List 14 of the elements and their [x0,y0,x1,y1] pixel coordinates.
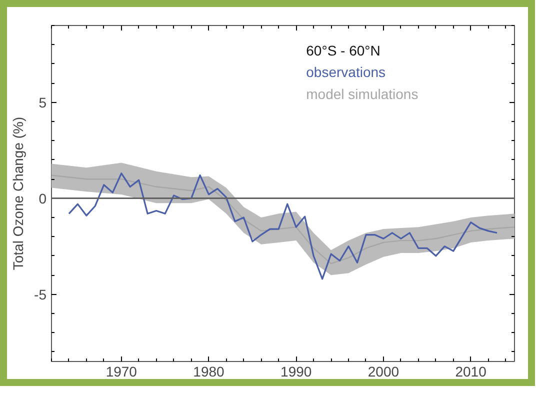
x-tick-label: 1970 [106,364,138,380]
y-tick-label: -5 [34,286,47,302]
text: observations [306,64,386,80]
x-tick-label: 1990 [280,364,312,380]
line-series [52,174,514,264]
y-tick-label: 5 [38,94,47,110]
x-tick-label: 2000 [368,364,400,380]
x-tick-label: 2010 [455,364,487,380]
y-axis-title: Total Ozone Change (%) [10,116,26,270]
legend-title: 60°S - 60°N [306,42,380,58]
x-tick-label: 1980 [193,364,225,380]
line-series [68,172,498,280]
text: model simulations [306,86,418,102]
y-tick-label: 0 [38,190,47,206]
